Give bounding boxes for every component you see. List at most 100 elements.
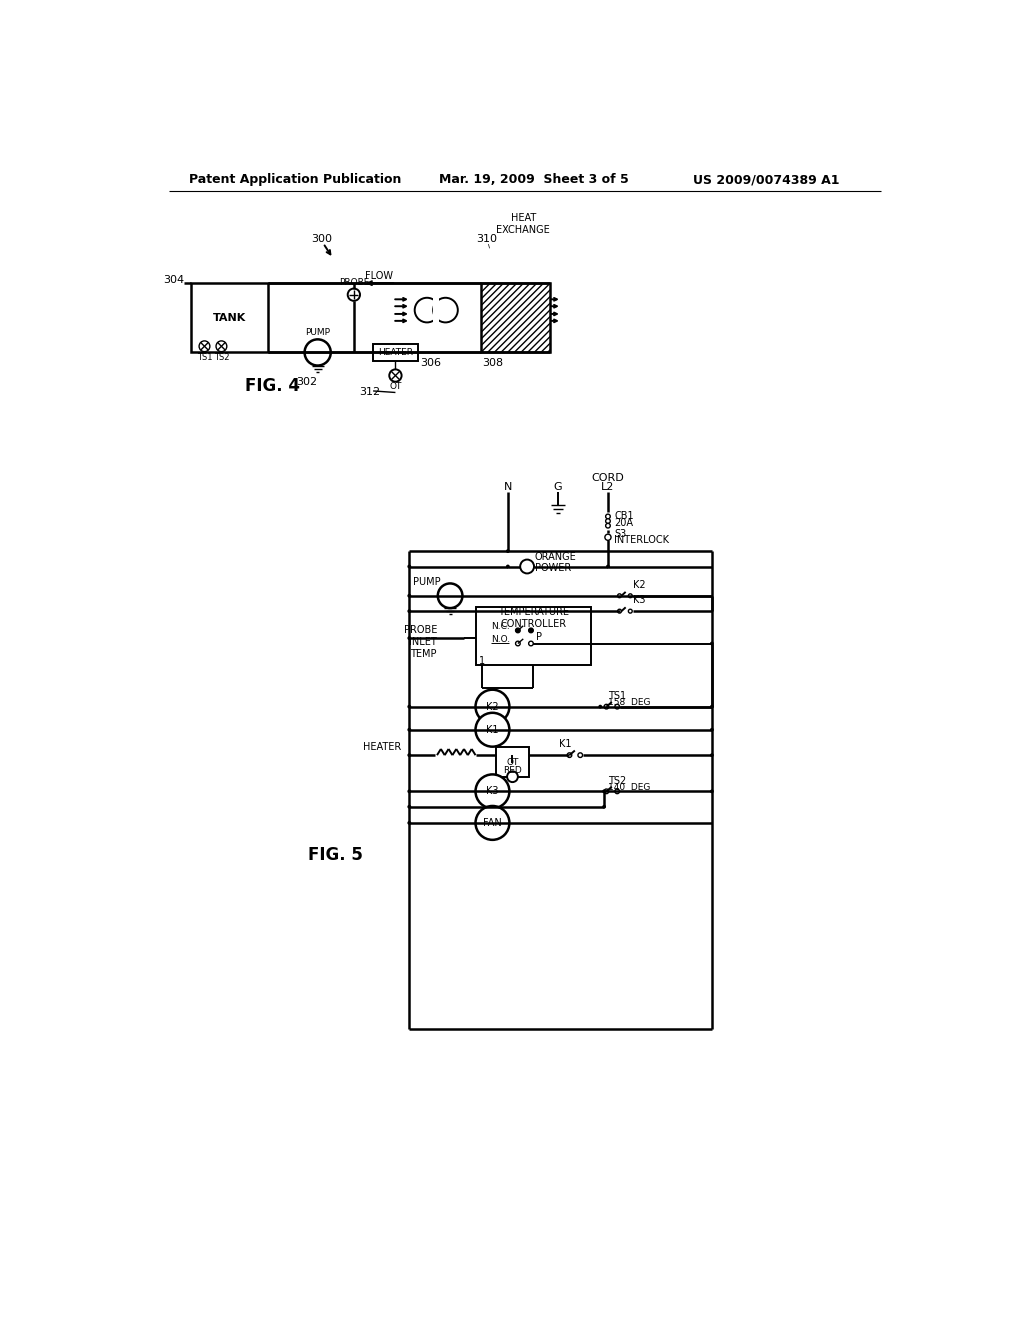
Text: FIG. 5: FIG. 5 [307, 846, 362, 865]
Circle shape [578, 752, 583, 758]
Circle shape [602, 789, 606, 793]
Text: TS1: TS1 [197, 352, 212, 362]
Circle shape [629, 594, 632, 598]
Text: ORANGE: ORANGE [535, 552, 577, 562]
Circle shape [604, 789, 608, 793]
Text: 304: 304 [164, 275, 184, 285]
Circle shape [304, 339, 331, 366]
Text: TANK: TANK [213, 313, 246, 323]
Text: Mar. 19, 2009  Sheet 3 of 5: Mar. 19, 2009 Sheet 3 of 5 [438, 173, 629, 186]
Circle shape [614, 789, 620, 793]
Text: N.C.: N.C. [490, 622, 510, 631]
Circle shape [475, 713, 509, 747]
Text: N: N [504, 482, 512, 492]
Text: TS2: TS2 [608, 776, 627, 785]
Circle shape [408, 610, 412, 612]
Text: TS2: TS2 [214, 352, 229, 362]
Circle shape [408, 805, 412, 809]
Bar [481, 284, 550, 352]
Circle shape [475, 689, 509, 723]
Circle shape [629, 610, 632, 612]
Text: TEMPERATURE
CONTROLLER: TEMPERATURE CONTROLLER [498, 607, 568, 628]
Text: POWER: POWER [535, 564, 571, 573]
Circle shape [199, 341, 210, 351]
Circle shape [433, 298, 458, 322]
Circle shape [389, 370, 401, 381]
Text: FAN: FAN [483, 818, 502, 828]
Bar [373, 345, 418, 360]
Circle shape [520, 560, 535, 573]
Text: 140  DEG: 140 DEG [608, 783, 650, 792]
Circle shape [408, 565, 412, 569]
Text: PROBE
INLET
TEMP: PROBE INLET TEMP [403, 626, 437, 659]
Circle shape [408, 705, 412, 709]
Circle shape [408, 636, 412, 640]
Bar [497, 747, 528, 776]
Circle shape [710, 754, 714, 758]
Bar [190, 284, 267, 352]
Text: K3: K3 [634, 595, 646, 605]
Circle shape [515, 628, 520, 632]
Circle shape [415, 298, 439, 322]
Circle shape [605, 519, 610, 524]
Bar [475, 607, 591, 665]
Text: RED: RED [503, 766, 522, 775]
Circle shape [528, 628, 534, 632]
Circle shape [408, 789, 412, 793]
Text: US 2009/0074389 A1: US 2009/0074389 A1 [692, 173, 839, 186]
Text: N.O.: N.O. [490, 635, 510, 644]
Text: HEATER: HEATER [378, 348, 413, 356]
Circle shape [475, 775, 509, 808]
Text: TS1: TS1 [608, 690, 626, 701]
Text: 306: 306 [421, 358, 441, 368]
Circle shape [605, 524, 610, 528]
Circle shape [408, 594, 412, 598]
Text: CB1: CB1 [614, 511, 634, 521]
Circle shape [710, 727, 714, 731]
Circle shape [506, 549, 510, 553]
Circle shape [710, 642, 714, 645]
Circle shape [710, 789, 714, 793]
Text: PUMP: PUMP [414, 577, 440, 587]
Text: 158  DEG: 158 DEG [608, 698, 650, 708]
Circle shape [438, 583, 463, 609]
Text: 312: 312 [358, 388, 380, 397]
Text: 300: 300 [311, 234, 332, 244]
Text: PROBE: PROBE [339, 279, 369, 286]
Circle shape [602, 805, 606, 809]
Text: PUMP: PUMP [305, 327, 330, 337]
Circle shape [606, 565, 610, 569]
Circle shape [507, 771, 518, 781]
Text: FLOW: FLOW [366, 271, 393, 281]
Text: S3: S3 [614, 529, 627, 539]
Circle shape [506, 565, 510, 569]
Text: OT: OT [389, 381, 401, 391]
Text: 1: 1 [479, 656, 485, 667]
Circle shape [408, 754, 412, 758]
Text: HEATER: HEATER [364, 742, 401, 752]
Circle shape [567, 752, 571, 758]
Text: K2: K2 [634, 579, 646, 590]
Circle shape [408, 821, 412, 825]
Circle shape [475, 807, 509, 840]
Text: K1: K1 [559, 739, 571, 750]
Circle shape [605, 515, 610, 519]
Text: K2: K2 [486, 702, 499, 711]
Circle shape [528, 642, 534, 645]
Circle shape [617, 594, 622, 598]
Text: K1: K1 [486, 725, 499, 735]
Text: FIG. 4: FIG. 4 [245, 376, 299, 395]
Text: L2: L2 [601, 482, 614, 492]
Text: OT: OT [506, 759, 519, 767]
Circle shape [605, 535, 611, 540]
Text: P: P [536, 632, 542, 643]
Text: CORD: CORD [592, 473, 625, 483]
Text: 20A: 20A [614, 517, 633, 528]
Circle shape [348, 289, 360, 301]
Circle shape [216, 341, 226, 351]
Bar [433, 298, 439, 322]
Text: Patent Application Publication: Patent Application Publication [189, 173, 401, 186]
Text: K3: K3 [486, 787, 499, 796]
Text: 310: 310 [476, 234, 497, 244]
Text: HEAT
EXCHANGE: HEAT EXCHANGE [497, 213, 550, 235]
